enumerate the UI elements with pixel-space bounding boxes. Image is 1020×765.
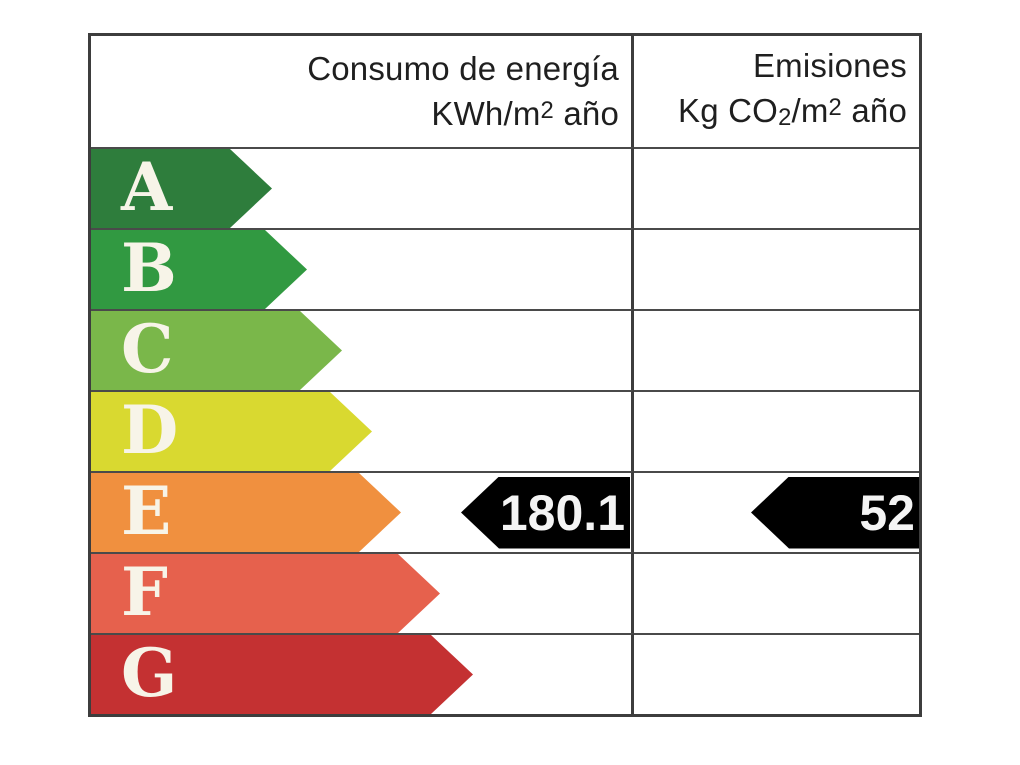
rating-bar-e: E — [91, 473, 401, 552]
subscript-2: 2 — [778, 103, 792, 131]
energy-header-line1: Consumo de energía — [307, 49, 619, 87]
emissions-row-b — [634, 228, 919, 309]
rating-letter-c: C — [121, 309, 174, 388]
emissions-header-line2: Kg CO2/m2 año — [678, 91, 907, 131]
rating-bar-a: A — [91, 149, 272, 228]
energy-row-b: B — [91, 228, 634, 309]
energy-row-g: G — [91, 633, 634, 714]
rating-letter-e: E — [121, 471, 172, 550]
energy-header-line2: KWh/m2 año — [431, 95, 619, 133]
energy-row-a: A — [91, 147, 634, 228]
emissions-row-g — [634, 633, 919, 714]
energy-value: 180.1 — [499, 484, 625, 541]
energy-row-e: E 180.1 — [91, 471, 634, 552]
emissions-value-arrow: 52 — [751, 476, 919, 549]
rating-bar-c: C — [91, 311, 342, 390]
energy-row-c: C — [91, 309, 634, 390]
energy-row-d: D — [91, 390, 634, 471]
rating-letter-b: B — [121, 228, 177, 307]
emissions-row-f — [634, 552, 919, 633]
emissions-row-a — [634, 147, 919, 228]
emissions-row-d — [634, 390, 919, 471]
emissions-header-line1: Emisiones — [752, 46, 907, 84]
emissions-row-c — [634, 309, 919, 390]
superscript-2: 2 — [828, 93, 842, 121]
superscript-2: 2 — [540, 96, 554, 124]
rating-letter-g: G — [121, 633, 178, 712]
energy-value-arrow: 180.1 — [461, 476, 630, 549]
rating-bar-g: G — [91, 635, 473, 714]
energy-column-header: Consumo de energía KWh/m2 año — [91, 36, 634, 147]
emissions-value: 52 — [859, 484, 915, 541]
rating-letter-d: D — [121, 390, 179, 469]
energy-row-f: F — [91, 552, 634, 633]
emissions-row-e: 52 — [634, 471, 919, 552]
rating-table: Consumo de energía KWh/m2 año Emisiones … — [88, 33, 922, 717]
emissions-column-header: Emisiones Kg CO2/m2 año — [634, 36, 919, 147]
rating-bar-d: D — [91, 392, 372, 471]
rating-bar-f: F — [91, 554, 440, 633]
rating-letter-f: F — [121, 552, 168, 631]
rating-letter-a: A — [121, 147, 173, 226]
rating-bar-b: B — [91, 230, 307, 309]
